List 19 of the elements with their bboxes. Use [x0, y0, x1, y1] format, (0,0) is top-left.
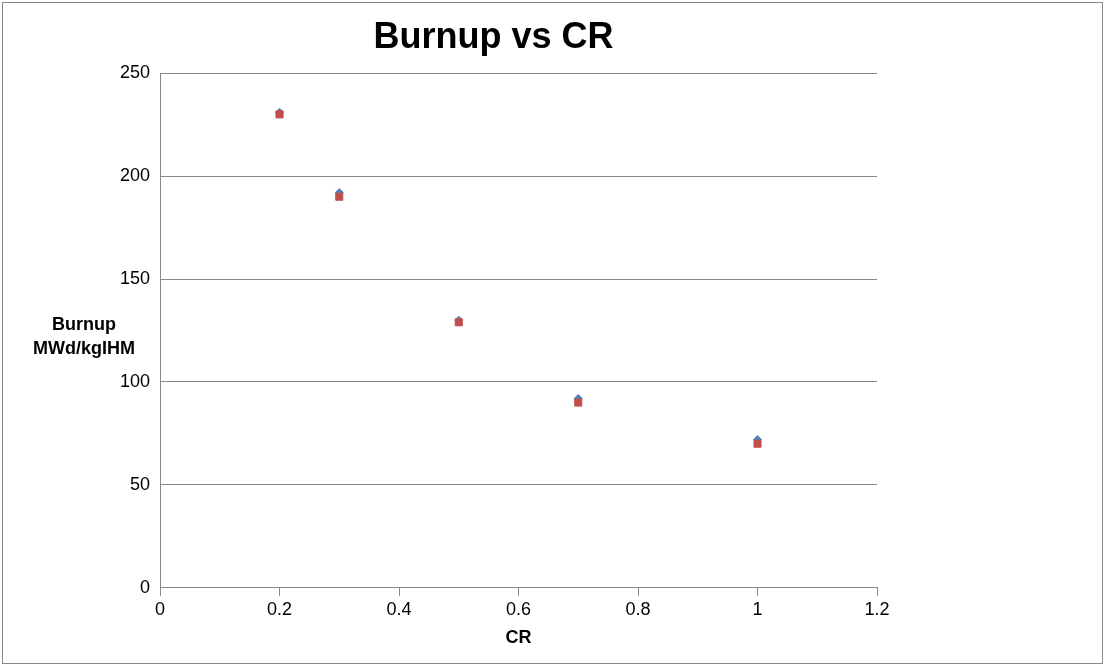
point: [335, 192, 344, 201]
y-tick-label: 200: [119, 165, 151, 186]
chart-title: Burnup vs CR: [373, 14, 614, 56]
y-axis-title: Burnup MWd/kgIHM: [32, 313, 136, 360]
x-tick-label: 0.2: [267, 598, 293, 619]
x-tick-label: 0.4: [386, 598, 412, 619]
y-tick-label: 150: [119, 268, 151, 289]
x-tick-label: 1.2: [864, 598, 890, 619]
point: [753, 439, 762, 448]
x-axis-title: CR: [505, 627, 532, 648]
x-tick-label: 0.6: [506, 598, 532, 619]
y-tick-label: 250: [119, 62, 151, 83]
point: [574, 398, 583, 407]
x-tick-label: 0: [155, 598, 166, 619]
x-tick-label: 1: [752, 598, 763, 619]
y-tick-label: 100: [119, 370, 151, 391]
x-tick-label: 0.8: [625, 598, 651, 619]
y-tick-label: 0: [140, 576, 151, 597]
y-tick-label: 50: [130, 473, 151, 494]
